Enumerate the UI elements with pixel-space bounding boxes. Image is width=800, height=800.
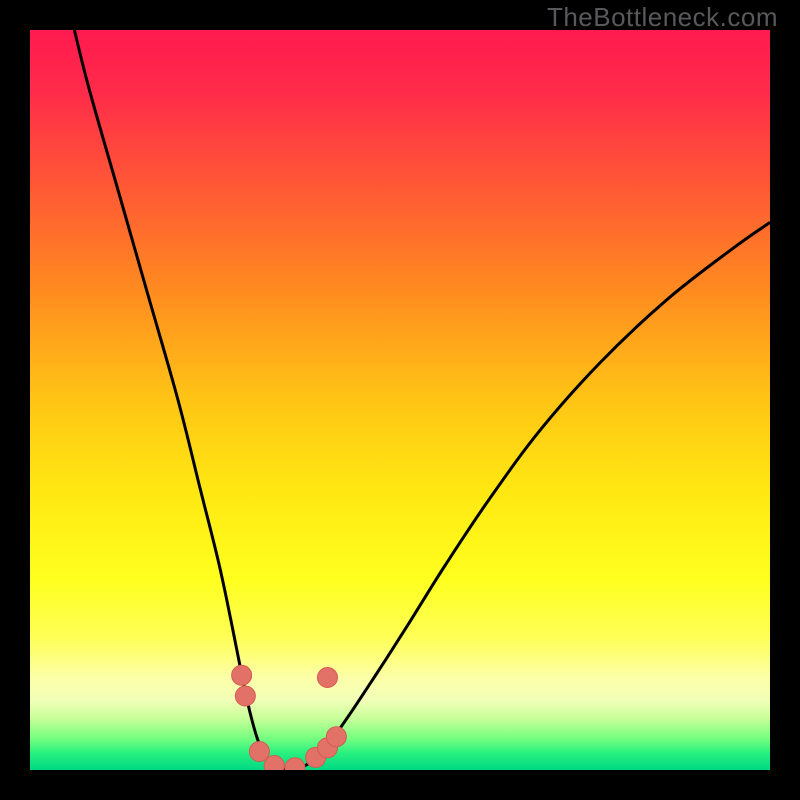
data-marker — [232, 665, 252, 685]
data-marker — [317, 668, 337, 688]
data-marker — [326, 727, 346, 747]
gradient-background — [30, 30, 770, 770]
chart-svg — [0, 0, 800, 800]
data-marker — [235, 686, 255, 706]
watermark-text: TheBottleneck.com — [547, 2, 778, 33]
data-marker — [285, 758, 305, 778]
data-marker — [249, 742, 269, 762]
data-marker — [264, 756, 284, 776]
